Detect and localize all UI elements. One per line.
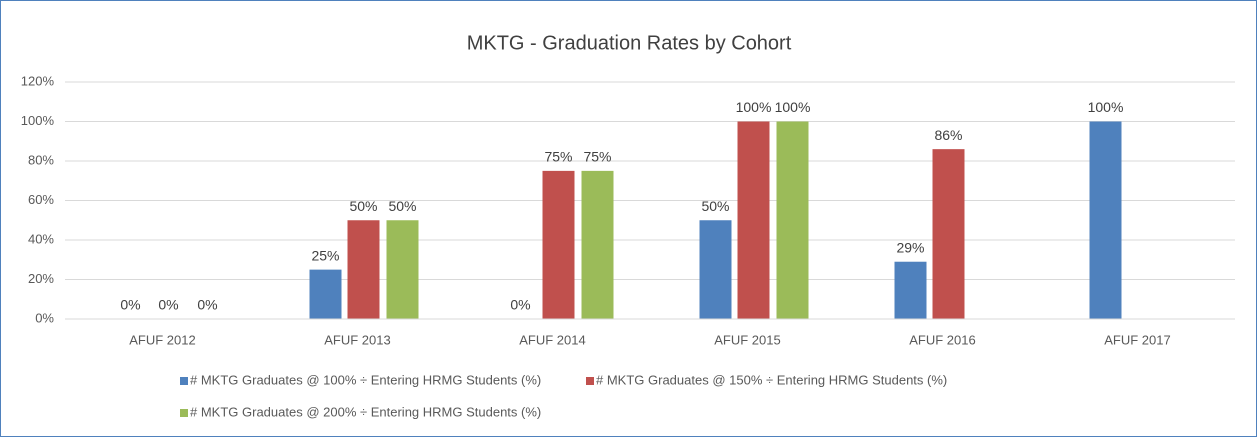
bar: [776, 121, 809, 319]
y-tick-label: 20%: [28, 271, 54, 286]
y-tick-label: 120%: [21, 73, 55, 88]
bar: [309, 269, 342, 319]
value-label: 0%: [158, 297, 178, 313]
x-tick-label: AFUF 2017: [1104, 332, 1170, 347]
value-label: 75%: [583, 149, 611, 165]
value-label: 50%: [349, 198, 377, 214]
legend-marker: [586, 377, 594, 385]
bar: [581, 170, 614, 319]
bar: [542, 170, 575, 319]
y-tick-label: 80%: [28, 152, 54, 167]
legend-marker: [180, 409, 188, 417]
y-tick-label: 100%: [21, 113, 55, 128]
legend-label: # MKTG Graduates @ 200% ÷ Entering HRMG …: [190, 404, 541, 419]
bar: [699, 220, 732, 319]
value-label: 25%: [311, 247, 339, 263]
bar: [1089, 121, 1122, 319]
value-label: 100%: [736, 99, 772, 115]
value-label: 0%: [120, 297, 140, 313]
value-label: 100%: [1088, 99, 1124, 115]
bar: [737, 121, 770, 319]
value-label: 50%: [701, 198, 729, 214]
legend-marker: [180, 377, 188, 385]
x-tick-label: AFUF 2014: [519, 332, 585, 347]
bar: [386, 220, 419, 319]
value-label: 29%: [896, 239, 924, 255]
bar: [347, 220, 380, 319]
y-tick-label: 0%: [35, 310, 54, 325]
value-label: 50%: [388, 198, 416, 214]
value-label: 0%: [510, 297, 530, 313]
legend-label: # MKTG Graduates @ 150% ÷ Entering HRMG …: [596, 372, 947, 387]
y-tick-label: 40%: [28, 231, 54, 246]
x-tick-label: AFUF 2012: [129, 332, 195, 347]
value-label: 86%: [934, 127, 962, 143]
x-tick-label: AFUF 2013: [324, 332, 390, 347]
legend-label: # MKTG Graduates @ 100% ÷ Entering HRMG …: [190, 372, 541, 387]
value-label: 0%: [197, 297, 217, 313]
bar: [932, 149, 965, 319]
chart-title: MKTG - Graduation Rates by Cohort: [467, 32, 792, 54]
y-tick-label: 60%: [28, 192, 54, 207]
x-tick-label: AFUF 2015: [714, 332, 780, 347]
bar: [894, 261, 927, 319]
value-label: 75%: [544, 149, 572, 165]
value-label: 100%: [775, 99, 811, 115]
x-tick-label: AFUF 2016: [909, 332, 975, 347]
